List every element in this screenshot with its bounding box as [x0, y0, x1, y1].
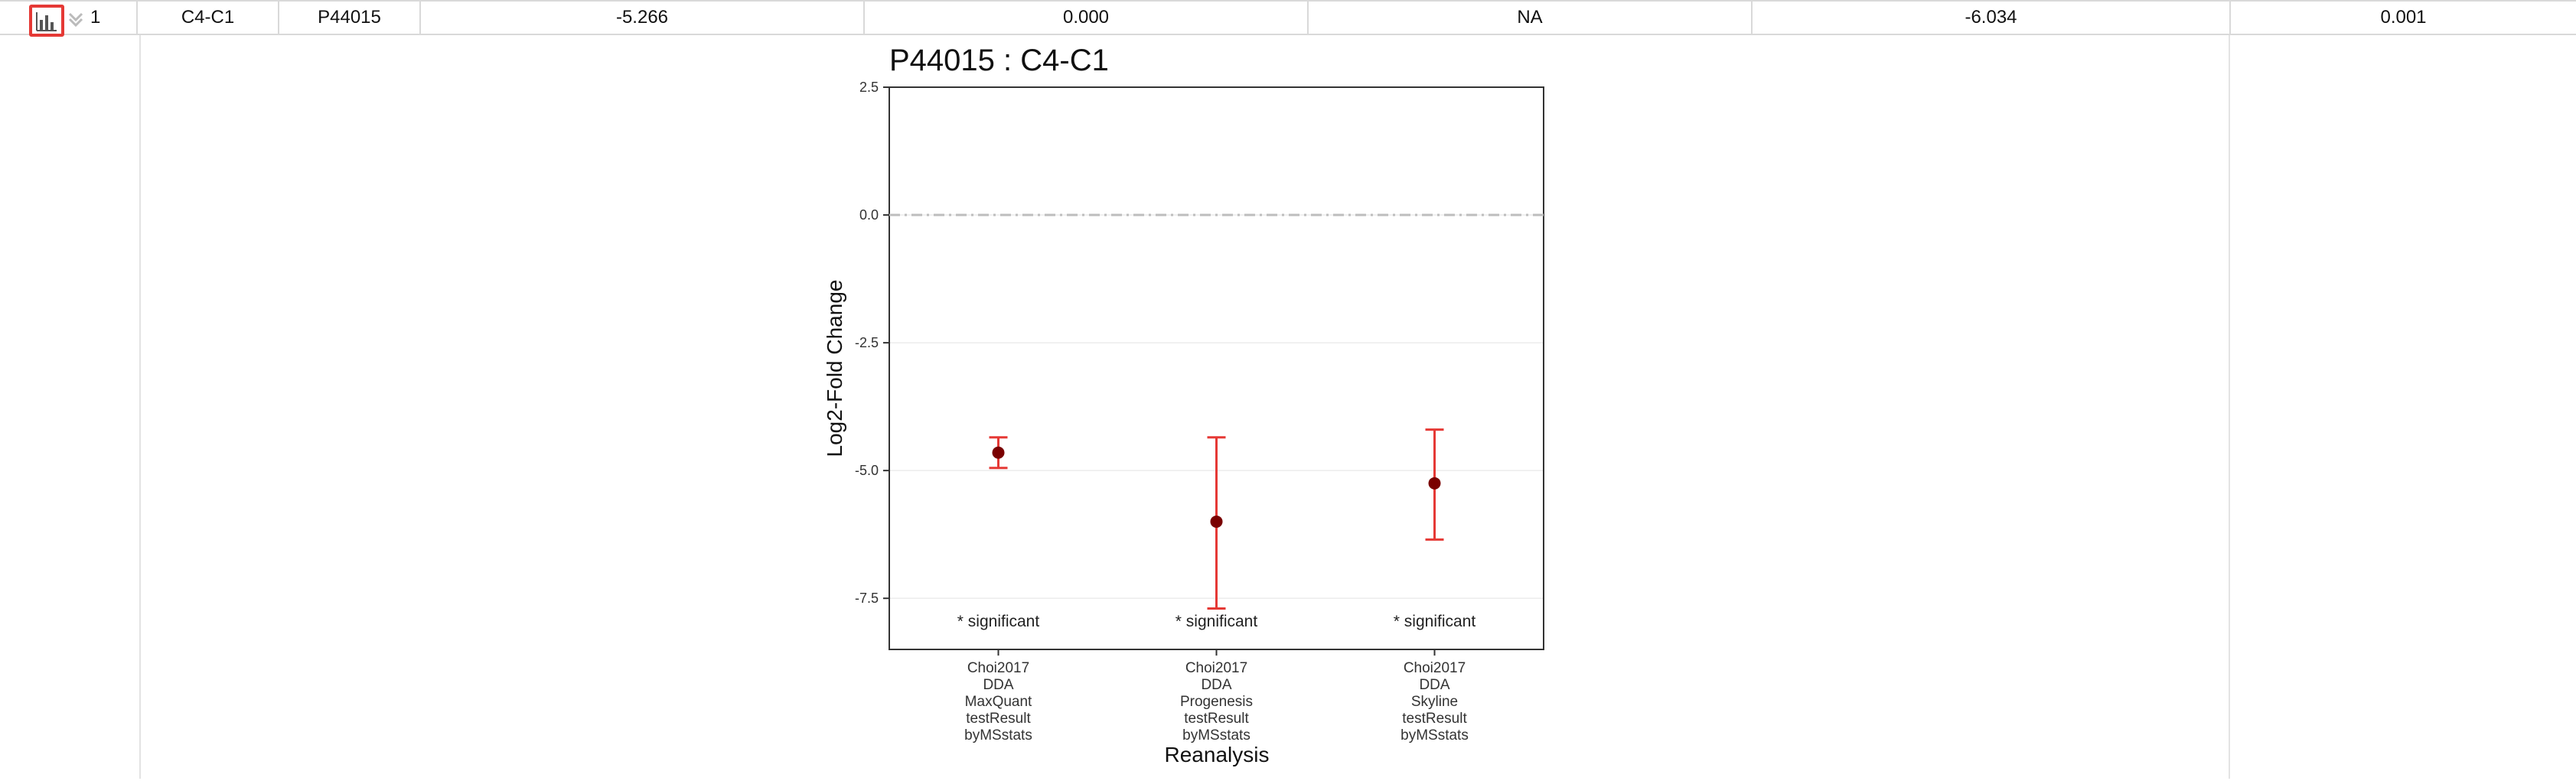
x-tick-label: DDA: [1419, 677, 1449, 693]
y-tick-label: 2.5: [859, 80, 879, 95]
x-tick-label: testResult: [966, 711, 1031, 727]
x-tick-label: Choi2017: [967, 660, 1029, 676]
column-divider: [2229, 35, 2230, 779]
x-tick-label: Choi2017: [1404, 660, 1466, 676]
data-layer: * significant * significant * significant: [957, 430, 1476, 630]
value-cell-6: NA: [1309, 2, 1753, 34]
y-tick-label: 0.0: [859, 207, 879, 223]
value-cell-8: 0.001: [2231, 2, 2576, 34]
x-tick-label: Progenesis: [1180, 694, 1253, 710]
value-cell-7: -6.034: [1753, 2, 2231, 34]
protein-cell: P44015: [279, 2, 421, 34]
y-tick-label: -5.0: [855, 463, 879, 478]
x-tick-label: byMSstats: [1400, 727, 1469, 744]
chart-title: P44015 : C4-C1: [889, 44, 1109, 77]
label-cell: C4-C1: [138, 2, 279, 34]
significance-label: * significant: [1394, 613, 1476, 630]
significance-label: * significant: [957, 613, 1040, 630]
chevron-down-icon[interactable]: [67, 9, 84, 29]
y-axis: 2.5 0.0 -2.5 -5.0 -7.5: [855, 80, 889, 606]
data-point: [1211, 516, 1223, 528]
row-number: 1: [90, 2, 100, 34]
x-tick-label: Skyline: [1411, 694, 1458, 710]
x-tick-label: byMSstats: [1182, 727, 1251, 744]
table-row: C4-C1 P44015 -5.266 0.000 NA -6.034 0.00…: [0, 0, 2576, 35]
x-tick-label: Choi2017: [1185, 660, 1247, 676]
value-cell-5: 0.000: [865, 2, 1309, 34]
y-axis-label: Log2-Fold Change: [823, 280, 846, 457]
significance-label: * significant: [1176, 613, 1258, 630]
x-tick-label: MaxQuant: [965, 694, 1032, 710]
x-tick-label: testResult: [1184, 711, 1249, 727]
chart-toggle-button[interactable]: [29, 5, 64, 37]
y-tick-label: -7.5: [855, 591, 879, 606]
x-tick-label: testResult: [1402, 711, 1467, 727]
chart-svg: P44015 : C4-C1 2.5 0.0 -2.5 -5.0 -7.5 * sign…: [811, 35, 1561, 777]
x-tick-label: DDA: [983, 677, 1013, 693]
y-tick-label: -2.5: [855, 335, 879, 350]
value-cell-4: -5.266: [421, 2, 865, 34]
x-axis: Choi2017DDAMaxQuanttestResultbyMSstatsCh…: [964, 649, 1469, 744]
bar-chart-icon: [32, 8, 61, 34]
chart-container: P44015 : C4-C1 2.5 0.0 -2.5 -5.0 -7.5 * sign…: [811, 35, 1561, 777]
x-tick-label: byMSstats: [964, 727, 1032, 744]
data-point: [1429, 477, 1441, 490]
x-axis-label: Reanalysis: [1165, 743, 1270, 766]
x-tick-label: DDA: [1201, 677, 1231, 693]
column-divider: [139, 35, 141, 779]
data-point: [993, 447, 1005, 459]
